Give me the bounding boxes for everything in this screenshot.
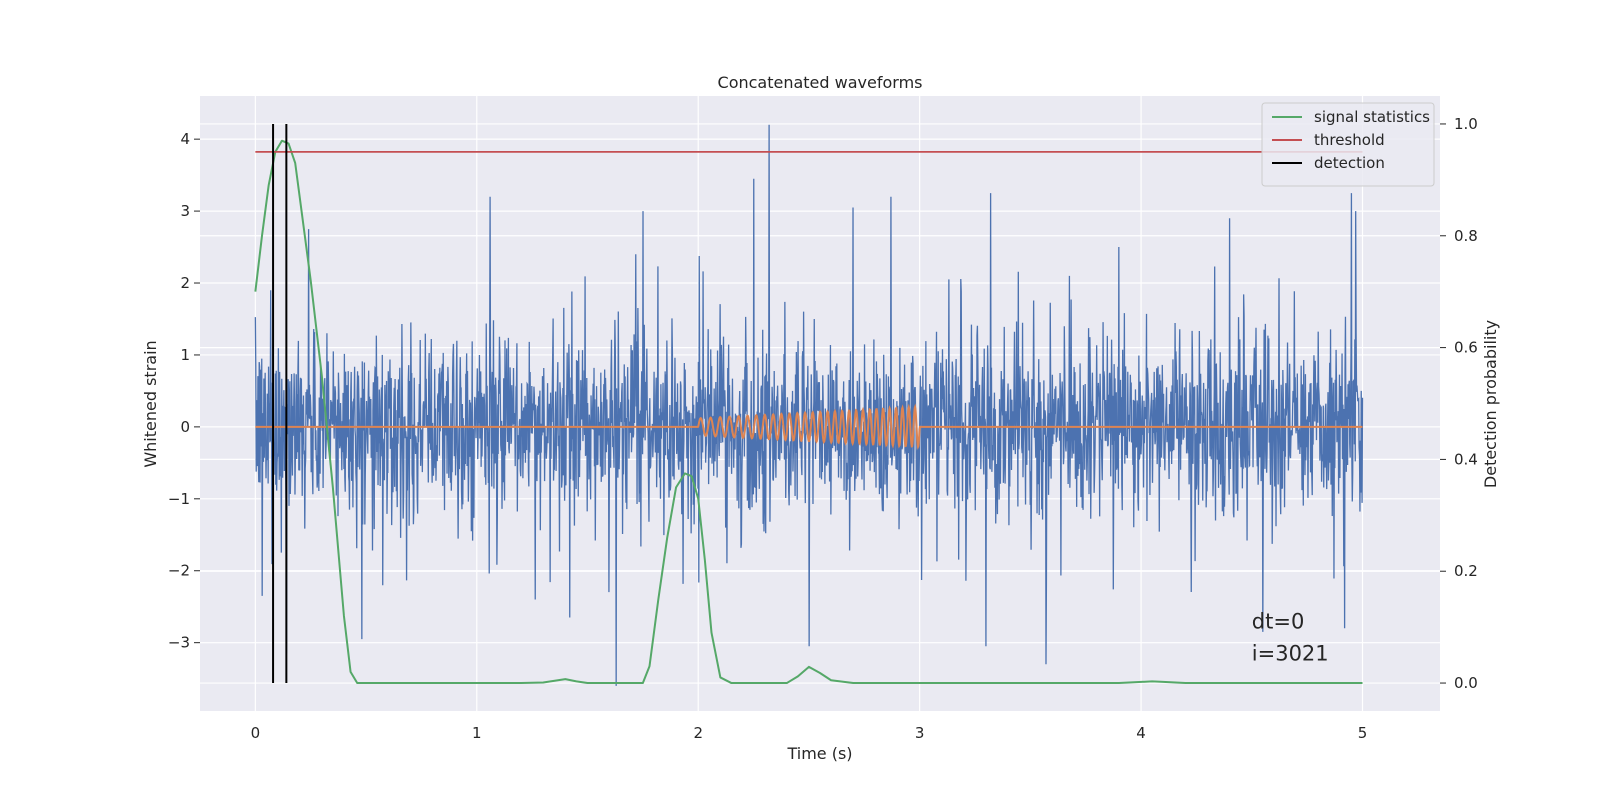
annotation-text: dt=0	[1252, 609, 1305, 633]
legend-label: signal statistics	[1314, 108, 1430, 126]
y-right-tick-label: 0.8	[1454, 227, 1478, 245]
whitened-strain-line	[254, 124, 1364, 686]
x-tick-label: 1	[472, 724, 482, 742]
y-axis-label-right: Detection probability	[1481, 320, 1500, 488]
annotation-text: i=3021	[1252, 642, 1329, 666]
y-tick-label: −1	[168, 490, 190, 508]
y-tick-label: 3	[180, 202, 190, 220]
y-tick-label: 2	[180, 274, 190, 292]
y-axis-label-left: Whitened strain	[141, 340, 160, 467]
y-tick-label: 0	[180, 418, 190, 436]
y-right-tick-label: 0.2	[1454, 562, 1478, 580]
legend-label: threshold	[1314, 131, 1385, 149]
x-tick-label: 4	[1136, 724, 1146, 742]
y-right-tick-label: 0.6	[1454, 339, 1478, 357]
x-tick-label: 0	[251, 724, 261, 742]
legend: signal statistics threshold detection	[1261, 102, 1435, 187]
x-tick-label: 2	[693, 724, 703, 742]
y-tick-label: 1	[180, 346, 190, 364]
tick-labels: 0 1 2 3 4 5 −3 −2 −1 0 1 2 3 4 0.0 0.2 0.4 0.6 0.8 1.0	[168, 115, 1478, 742]
signal-statistics-line	[254, 139, 1363, 685]
y-tick-label: 4	[180, 130, 190, 148]
series-layer	[254, 123, 1364, 686]
x-tick-label: 5	[1358, 724, 1368, 742]
chart-title: Concatenated waveforms	[718, 73, 923, 92]
y-tick-label: −2	[168, 562, 190, 580]
y-right-tick-label: 0.4	[1454, 450, 1478, 468]
chirp-template-line	[255, 403, 1363, 451]
legend-label: detection	[1314, 154, 1385, 172]
y-tick-label: −3	[168, 634, 190, 652]
y-right-tick-label: 1.0	[1454, 115, 1478, 133]
y-right-tick-label: 0.0	[1454, 674, 1478, 692]
x-tick-label: 3	[915, 724, 925, 742]
x-axis-label: Time (s)	[786, 744, 852, 763]
legend-box	[1261, 102, 1435, 187]
annotations: dt=0 i=3021	[1252, 609, 1329, 665]
